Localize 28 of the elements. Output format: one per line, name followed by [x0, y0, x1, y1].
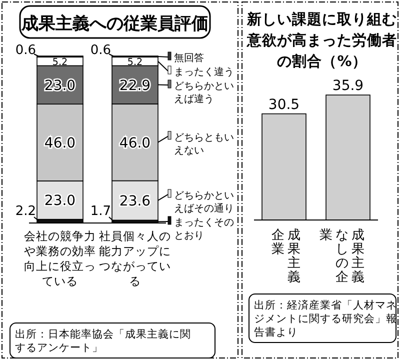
text: 出所：経済産業省「人材マネジメントに関する研究会」報告書より	[254, 298, 397, 338]
legend-label: まったくそのとおり	[174, 217, 234, 242]
data-label: 23.6	[119, 193, 151, 210]
x-tick-label: 社員個々人の能力アップにつながっている	[99, 229, 171, 288]
legend-label: 無回答	[174, 52, 204, 64]
legend-label: どちらともいえない	[174, 132, 234, 156]
data-label: 23.0	[44, 193, 76, 210]
data-label: 1.7	[90, 204, 111, 219]
data-label: 2.2	[15, 204, 36, 219]
legend-label: まったく違う	[174, 66, 234, 78]
data-label: 23.0	[44, 78, 76, 94]
data-label: 46.0	[119, 135, 151, 152]
data-label: 22.9	[119, 78, 151, 94]
chart-title: 新しい課題に取り組む意欲が高まった労働者の割合（%）	[246, 10, 397, 70]
data-label: 5.2	[127, 56, 143, 68]
data-label: 35.9	[332, 78, 364, 94]
data-label: 46.0	[44, 136, 76, 152]
data-label: 5.2	[52, 56, 68, 68]
category-label: 成果主義企業	[272, 228, 300, 285]
legend-label: どちらかといえばその通り	[174, 190, 234, 214]
text: 出所：日本能率協会「成果主義に関するアンケート」	[15, 328, 191, 354]
chart-title: 成果主義への従業員評価	[20, 14, 208, 34]
x-tick-label: 会社の競争力や業務の効率向上に役立っている	[24, 229, 96, 288]
legend-label: どちらかといえば違う	[174, 81, 234, 105]
data-label: 0.6	[15, 43, 36, 58]
category-label: 成果主義なしの企業	[320, 228, 364, 285]
data-label: 30.5	[268, 96, 300, 113]
data-label: 0.6	[90, 43, 111, 58]
